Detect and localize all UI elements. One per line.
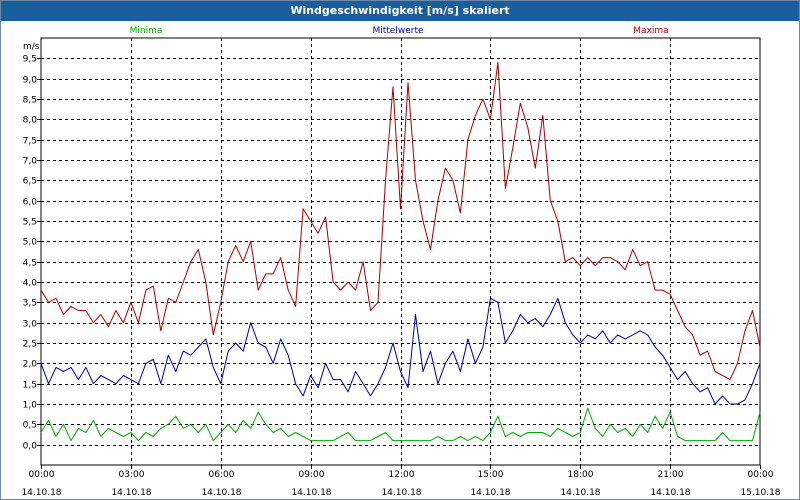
x-tick-label-date: 14.10.18 bbox=[111, 488, 151, 498]
y-axis-label: m/s bbox=[23, 42, 40, 52]
legend-entry-maxima: Maxima bbox=[633, 26, 668, 36]
series-line-minima bbox=[40, 407, 761, 442]
y-tick-label: 7,0 bbox=[23, 157, 38, 167]
y-tick-label: 9,0 bbox=[23, 76, 38, 86]
x-tick-label-date: 14.10.18 bbox=[291, 488, 331, 498]
y-tick-label: 4,5 bbox=[23, 259, 37, 269]
y-tick-label: 9,5 bbox=[23, 55, 37, 65]
axes bbox=[37, 37, 761, 469]
series-lines bbox=[40, 61, 761, 442]
y-tick-label: 4,0 bbox=[23, 279, 38, 289]
series-line-maxima bbox=[40, 61, 761, 381]
x-tick-label-date: 14.10.18 bbox=[560, 488, 600, 498]
y-tick-label: 1,5 bbox=[23, 381, 37, 391]
x-tick-label-time: 00:00 bbox=[748, 470, 774, 480]
y-tick-label: 5,0 bbox=[23, 238, 38, 248]
series-line-mittelwerte bbox=[40, 297, 761, 405]
chart-canvas: 0,0 0,5 1,0 1,5 2,0 2,5 3,0 3,5 4,0 4,5 5,0 5,5 6,0 6… bbox=[21, 26, 780, 498]
plot-frame bbox=[40, 37, 761, 466]
x-tick-labels: 00:00 14.10.18 03:00 14.10.18 06:00 14.10.18 0… bbox=[21, 470, 780, 498]
y-tick-labels: 0,0 0,5 1,0 1,5 2,0 2,5 3,0 3,5 4,0 4,5 5,0 5,5 6,0 6… bbox=[23, 55, 38, 452]
legend: Minima Mittelwerte Maxima bbox=[130, 26, 669, 36]
x-tick-label-time: 15:00 bbox=[478, 470, 504, 480]
y-tick-label: 8,5 bbox=[23, 96, 37, 106]
grid bbox=[41, 38, 760, 465]
window-title: Windgeschwindigkeit [m/s] skaliert bbox=[1, 1, 799, 21]
y-tick-label: 6,5 bbox=[23, 177, 37, 187]
y-tick-label: 6,0 bbox=[23, 198, 38, 208]
x-tick-label-date: 14.10.18 bbox=[201, 488, 241, 498]
x-tick-label-time: 06:00 bbox=[209, 470, 235, 480]
y-tick-label: 7,5 bbox=[23, 137, 37, 147]
y-tick-label: 3,5 bbox=[23, 299, 37, 309]
x-tick-label-date: 14.10.18 bbox=[650, 488, 690, 498]
x-tick-label-time: 09:00 bbox=[299, 470, 325, 480]
y-tick-label: 5,5 bbox=[23, 218, 37, 228]
x-tick-label-date: 14.10.18 bbox=[470, 488, 510, 498]
x-tick-label-time: 03:00 bbox=[119, 470, 145, 480]
legend-entry-mittelwerte: Mittelwerte bbox=[372, 26, 423, 36]
y-tick-label: 2,0 bbox=[23, 360, 38, 370]
x-tick-label-date: 14.10.18 bbox=[21, 488, 61, 498]
x-tick-label-date: 15.10.18 bbox=[740, 488, 780, 498]
y-tick-label: 0,0 bbox=[23, 442, 38, 452]
y-tick-label: 3,0 bbox=[23, 320, 38, 330]
x-tick-label-time: 12:00 bbox=[389, 470, 415, 480]
y-tick-label: 1,0 bbox=[23, 401, 38, 411]
legend-entry-minima: Minima bbox=[130, 26, 163, 36]
y-tick-label: 0,5 bbox=[23, 421, 37, 431]
x-tick-label-date: 14.10.18 bbox=[381, 488, 421, 498]
x-tick-label-time: 18:00 bbox=[568, 470, 594, 480]
x-tick-label-time: 00:00 bbox=[29, 470, 55, 480]
y-tick-label: 2,5 bbox=[23, 340, 37, 350]
y-tick-label: 8,0 bbox=[23, 116, 38, 126]
x-tick-label-time: 21:00 bbox=[658, 470, 684, 480]
